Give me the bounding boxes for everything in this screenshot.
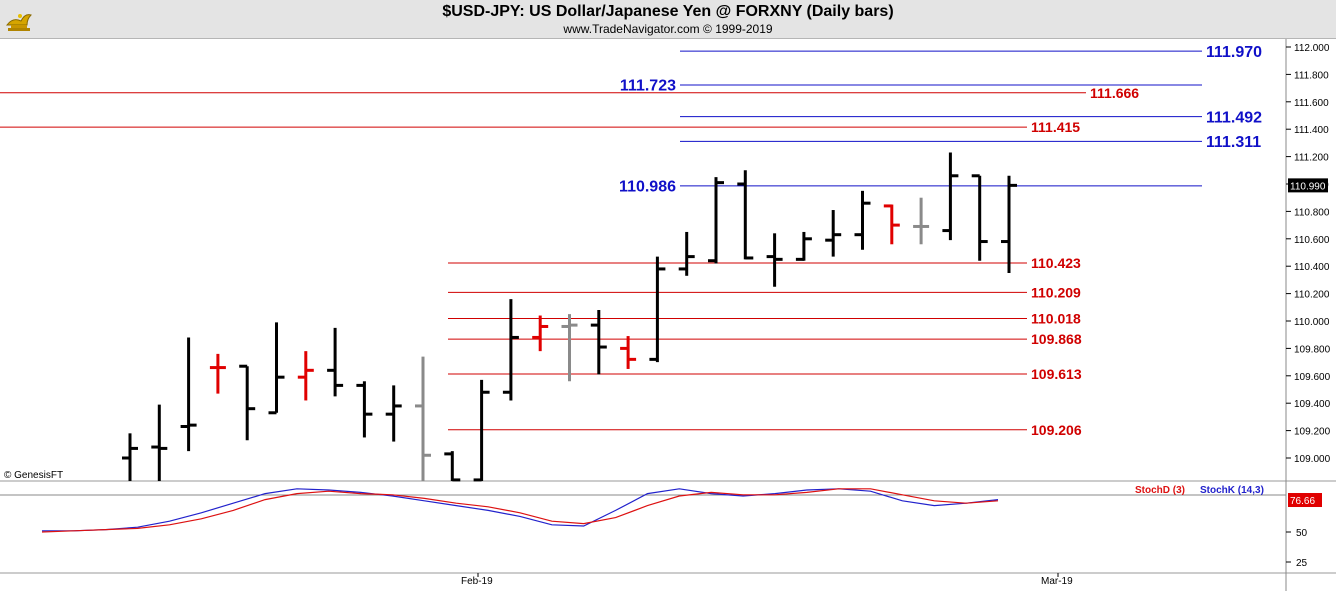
price-tick-label: 109.600 (1294, 372, 1331, 383)
ohlc-bar (590, 310, 607, 375)
price-tick-label: 109.200 (1294, 427, 1331, 438)
time-tick-label: Feb-19 (461, 576, 493, 587)
level-label-109.206: 109.206 (1031, 422, 1082, 438)
level-label-109.868: 109.868 (1031, 331, 1082, 347)
last-price-box (1288, 178, 1328, 193)
panel-frame (0, 39, 1336, 591)
ohlc-bar (854, 190, 871, 250)
ohlc-bar (239, 364, 256, 441)
ohlc-bar (825, 210, 842, 257)
ohlc-bar (561, 314, 578, 382)
level-label-110.986: 110.986 (619, 179, 676, 196)
level-label-111.970: 111.970 (1206, 44, 1262, 61)
level-label-110.209: 110.209 (1031, 284, 1081, 300)
ohlc-bar (502, 299, 519, 401)
price-tick-label: 110.200 (1294, 290, 1330, 301)
ohlc-bar (795, 231, 812, 261)
stoch-tick-label: 25 (1296, 558, 1308, 569)
price-tick-label: 111.600 (1294, 98, 1329, 109)
level-label-111.415: 111.415 (1031, 119, 1080, 135)
ohlc-bar (180, 337, 197, 452)
genie-lamp-icon (5, 14, 32, 31)
legend-stochd: StochD (3) (1135, 485, 1185, 496)
ohlc-bar (532, 315, 549, 352)
ohlc-bar (327, 327, 344, 397)
price-tick-label: 109.800 (1294, 344, 1331, 355)
ohlc-bar (708, 177, 724, 264)
level-label-109.613: 109.613 (1031, 366, 1082, 382)
ohlc-bar (883, 204, 900, 245)
stochastic-panel: StochD (3) StochK (14,3) (41, 485, 1264, 533)
level-label-111.723: 111.723 (620, 78, 676, 95)
level-label-110.423: 110.423 (1031, 255, 1081, 271)
stoch-last-box (1288, 493, 1322, 508)
chart-title: $USD-JPY: US Dollar/Japanese Yen @ FORXN… (442, 3, 894, 20)
level-lines: 111.970 111.723 111.666 111.492 111.415 111.3… (0, 44, 1262, 438)
stoch-line-d (41, 488, 999, 533)
ohlc-bar (473, 379, 490, 482)
price-tick-label: 111.400 (1294, 125, 1329, 136)
ohlc-bar (151, 404, 168, 481)
price-tick-label: 110.400 (1294, 262, 1330, 273)
ohlc-bar (297, 351, 314, 401)
ohlc-bar (385, 385, 402, 442)
level-label-110.018: 110.018 (1031, 311, 1081, 327)
ohlc-bar (971, 174, 988, 261)
ohlc-bar (268, 322, 285, 415)
chart-header: $USD-JPY: US Dollar/Japanese Yen @ FORXN… (0, 0, 1336, 39)
ohlc-bars (122, 152, 1017, 482)
price-tick-label: 111.800 (1294, 70, 1329, 81)
ohlc-bar (766, 233, 783, 287)
price-tick-label: 109.000 (1294, 454, 1331, 465)
level-label-111.492: 111.492 (1206, 109, 1262, 126)
ohlc-bar (913, 197, 930, 245)
level-label-111.311: 111.311 (1206, 134, 1261, 151)
price-tick-label: 111.200 (1294, 153, 1329, 164)
chart-subtitle: www.TradeNavigator.com © 1999-2019 (563, 22, 773, 36)
ohlc-bar (444, 451, 461, 482)
ohlc-bar (942, 152, 959, 241)
ohlc-bar (122, 433, 138, 481)
price-axis: 112.000111.800111.600111.400111.200111.0… (461, 43, 1331, 587)
ohlc-bar (678, 231, 695, 276)
stoch-last-label: 76.66 (1290, 496, 1315, 507)
ohlc-bar (415, 356, 431, 481)
price-tick-label: 109.400 (1294, 399, 1331, 410)
ohlc-bar (1001, 175, 1017, 274)
price-tick-label: 110.000 (1294, 317, 1330, 328)
level-label-111.666: 111.666 (1090, 85, 1139, 101)
ohlc-bar (649, 256, 666, 363)
legend-stochk: StochK (14,3) (1200, 485, 1264, 496)
price-tick-label: 112.000 (1294, 43, 1330, 54)
ohlc-bar (356, 381, 373, 438)
time-tick-label: Mar-19 (1041, 576, 1073, 587)
last-price-label: 110.990 (1290, 181, 1326, 192)
ohlc-bar (620, 336, 637, 369)
price-tick-label: 110.600 (1294, 235, 1330, 246)
credit-label: © GenesisFT (4, 470, 63, 481)
stoch-tick-label: 50 (1296, 528, 1308, 539)
ohlc-bar (737, 170, 754, 260)
ohlc-bar (209, 353, 226, 394)
price-tick-label: 110.800 (1294, 207, 1330, 218)
